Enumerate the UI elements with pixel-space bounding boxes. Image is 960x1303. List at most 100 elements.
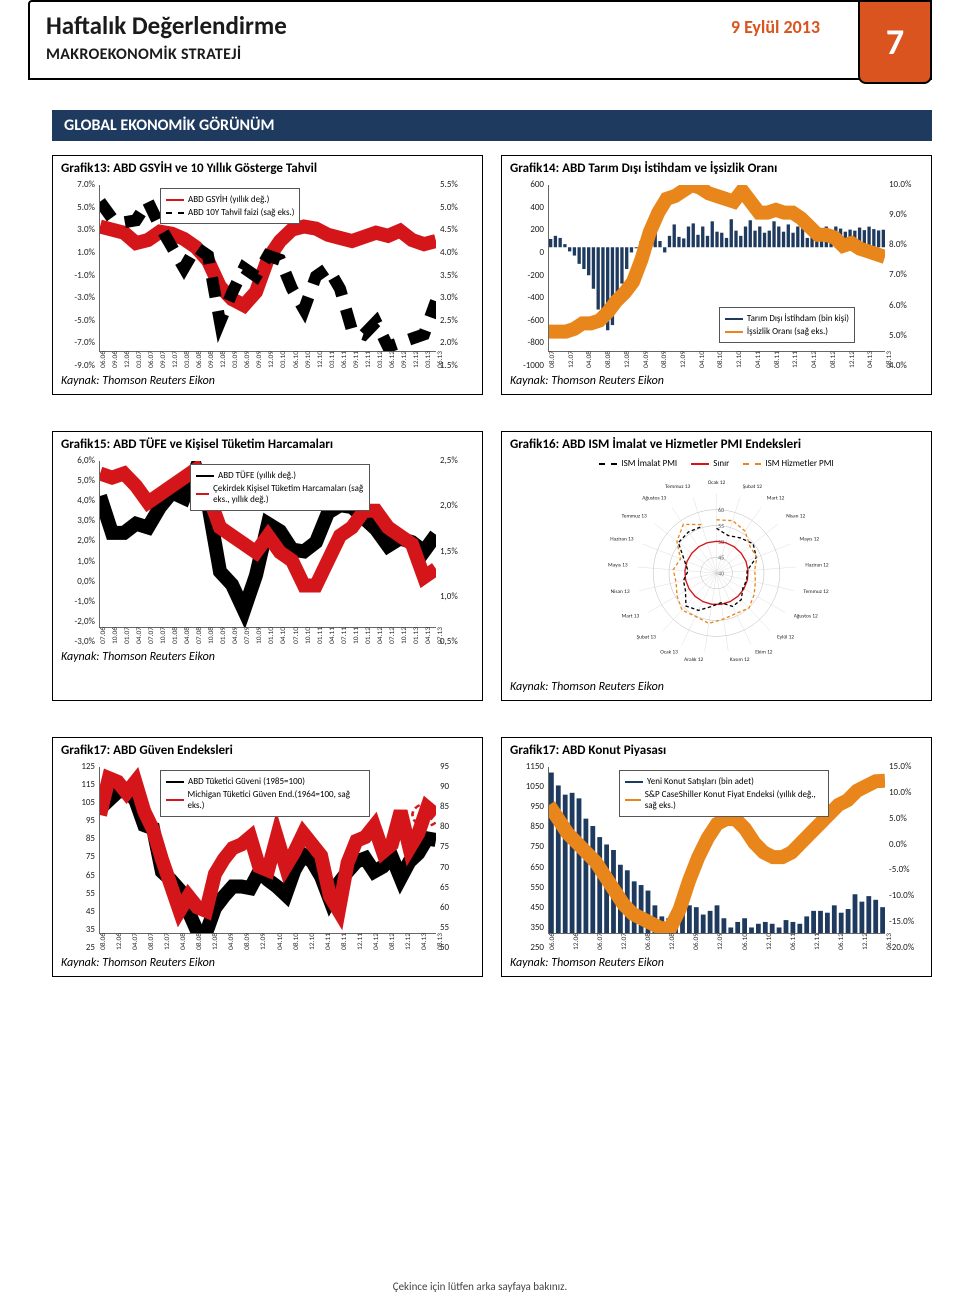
legend-swatch — [166, 212, 184, 214]
legend-label: ABD TÜFE (yıllık değ.) — [218, 470, 296, 481]
axis-tick: 10.0% — [889, 180, 925, 189]
axis-tick: 1,0% — [59, 557, 95, 566]
axis-tick: 5.5% — [440, 180, 476, 189]
axis-tick: 1,0% — [440, 592, 476, 601]
legend-item: Tarım Dışı İstihdam (bin kişi) — [725, 313, 849, 324]
axis-tick: -600 — [508, 316, 544, 325]
svg-text:Şubat 13: Şubat 13 — [637, 634, 656, 640]
chart-13: Grafik13: ABD GSYİH ve 10 Yıllık Gösterg… — [52, 155, 483, 395]
axis-tick: -2,0% — [59, 617, 95, 626]
footer-note: Çekince için lütfen arka sayfaya bakınız… — [0, 1280, 960, 1293]
chart-17-source: Kaynak: Thomson Reuters Eikon — [53, 952, 482, 976]
axis-tick: 5.0% — [440, 203, 476, 212]
axis-tick: -800 — [508, 338, 544, 347]
plot-area: ABD Tüketici Güveni (1985=100)Michigan T… — [99, 767, 436, 934]
axis-tick: 950 — [508, 802, 544, 811]
svg-text:Şubat 12: Şubat 12 — [743, 484, 762, 490]
svg-text:55: 55 — [718, 522, 724, 530]
chart-15-title: Grafik15: ABD TÜFE ve Kişisel Tüketim Ha… — [53, 432, 482, 456]
axis-tick: 3.5% — [440, 271, 476, 280]
svg-text:Mayıs 13: Mayıs 13 — [608, 562, 628, 568]
axis-tick: 3.0% — [440, 293, 476, 302]
svg-text:Ocak 12: Ocak 12 — [708, 480, 726, 486]
axis-tick: 95 — [59, 816, 95, 825]
svg-text:Nisan 12: Nisan 12 — [786, 513, 805, 519]
axis-tick: 45 — [59, 907, 95, 916]
axis-tick: 7.0% — [889, 270, 925, 279]
axis-tick: -9.0% — [59, 361, 95, 370]
chart-15-source: Kaynak: Thomson Reuters Eikon — [53, 646, 482, 670]
axis-tick: 550 — [508, 883, 544, 892]
axis-tick: 15.0% — [889, 762, 925, 771]
axis-tick: 6.0% — [889, 301, 925, 310]
svg-text:Haziran 13: Haziran 13 — [610, 536, 634, 542]
axis-tick: 5.0% — [59, 203, 95, 212]
plot-area: ABD GSYİH (yıllık değ.)ABD 10Y Tahvil fa… — [99, 185, 436, 352]
legend-swatch — [166, 799, 184, 801]
legend-label: İşsizlik Oranı (sağ eks.) — [747, 326, 828, 337]
svg-text:Ocak 13: Ocak 13 — [660, 649, 678, 655]
legend-label: S&P CaseShiller Konut Fiyat Endeksi (yıl… — [645, 789, 823, 811]
y-axis-right: 15.0%10.0%5.0%0.0%-5.0%-10.0%-15.0%-20.0… — [885, 762, 925, 952]
axis-tick: 2,0% — [59, 536, 95, 545]
axis-tick: 1150 — [508, 762, 544, 771]
svg-text:Ağustos 13: Ağustos 13 — [642, 495, 666, 501]
legend-swatch — [725, 331, 743, 333]
axis-tick: 95 — [440, 762, 476, 771]
x-axis: 08.0612.0604.0708.0712.0704.0808.0812.08… — [99, 934, 436, 952]
legend-item: Yeni Konut Satışları (bin adet) — [625, 776, 823, 787]
svg-text:Haziran 12: Haziran 12 — [805, 562, 829, 568]
y-axis-left: 6,0%5,0%4,0%3,0%2,0%1,0%0,0%-1,0%-2,0%-3… — [59, 456, 99, 646]
axis-tick: 4.0% — [889, 361, 925, 370]
legend-label: Çekirdek Kişisel Tüketim Harcamaları (sa… — [213, 483, 364, 505]
axis-tick: 7.0% — [59, 180, 95, 189]
axis-tick: 650 — [508, 863, 544, 872]
axis-tick: -7.0% — [59, 338, 95, 347]
y-axis-right: 10.0%9.0%8.0%7.0%6.0%5.0%4.0% — [885, 180, 925, 370]
legend-item: Sınır — [691, 458, 729, 469]
chart-16: Grafik16: ABD ISM İmalat ve Hizmetler PM… — [501, 431, 932, 701]
legend-swatch — [166, 781, 184, 783]
legend-swatch — [625, 799, 641, 801]
chart-row-1: Grafik13: ABD GSYİH ve 10 Yıllık Gösterg… — [52, 155, 932, 395]
legend-item: Çekirdek Kişisel Tüketim Harcamaları (sa… — [196, 483, 364, 505]
axis-tick: 25 — [59, 943, 95, 952]
axis-tick: 85 — [440, 802, 476, 811]
axis-tick: 65 — [59, 871, 95, 880]
axis-tick: 105 — [59, 798, 95, 807]
chart-17-title: Grafik17: ABD Güven Endeksleri — [53, 738, 482, 762]
plot-area: Yeni Konut Satışları (bin adet) S&P CaseS… — [548, 767, 885, 934]
chart-13-title: Grafik13: ABD GSYİH ve 10 Yıllık Gösterg… — [53, 156, 482, 180]
legend-swatch — [196, 475, 214, 477]
axis-tick: 90 — [440, 782, 476, 791]
chart-13-body: 7.0%5.0%3.0%1.0%-1.0%-3.0%-5.0%-7.0%-9.0… — [59, 180, 476, 370]
axis-tick: 5,0% — [59, 476, 95, 485]
axis-tick: 1,5% — [440, 547, 476, 556]
axis-tick: -20.0% — [889, 943, 925, 952]
plot-area: Tarım Dışı İstihdam (bin kişi) İşsizlik O… — [548, 185, 885, 352]
axis-tick: 200 — [508, 225, 544, 234]
axis-tick: 2,0% — [440, 501, 476, 510]
axis-tick: 250 — [508, 943, 544, 952]
axis-tick: 2.5% — [440, 316, 476, 325]
svg-text:Kasım 12: Kasım 12 — [730, 657, 750, 663]
legend-label: ISM İmalat PMI — [621, 458, 677, 469]
legend-swatch — [196, 493, 209, 495]
legend-label: Sınır — [713, 458, 729, 469]
legend-label: Yeni Konut Satışları (bin adet) — [647, 776, 754, 787]
axis-tick: 10.0% — [889, 788, 925, 797]
axis-tick: 125 — [59, 762, 95, 771]
svg-text:Mayıs 12: Mayıs 12 — [800, 536, 820, 542]
legend-swatch — [743, 463, 761, 465]
axis-tick: 9.0% — [889, 210, 925, 219]
legend-swatch — [599, 463, 617, 465]
chart-18: Grafik17: ABD Konut Piyasası 11501050950… — [501, 737, 932, 977]
legend: Yeni Konut Satışları (bin adet) S&P CaseS… — [619, 770, 829, 817]
axis-tick: 85 — [59, 834, 95, 843]
y-axis-right: 2,5%2,0%1,5%1,0%0,5% — [436, 456, 476, 646]
radar-wrap: 6055504540Ocak 12Şubat 12Mart 12Nisan 12… — [508, 473, 925, 673]
chart-17: Grafik17: ABD Güven Endeksleri 125115105… — [52, 737, 483, 977]
axis-tick: 1.5% — [440, 361, 476, 370]
chart-14-title: Grafik14: ABD Tarım Dışı İstihdam ve İşs… — [502, 156, 931, 180]
axis-tick: -1.0% — [59, 271, 95, 280]
